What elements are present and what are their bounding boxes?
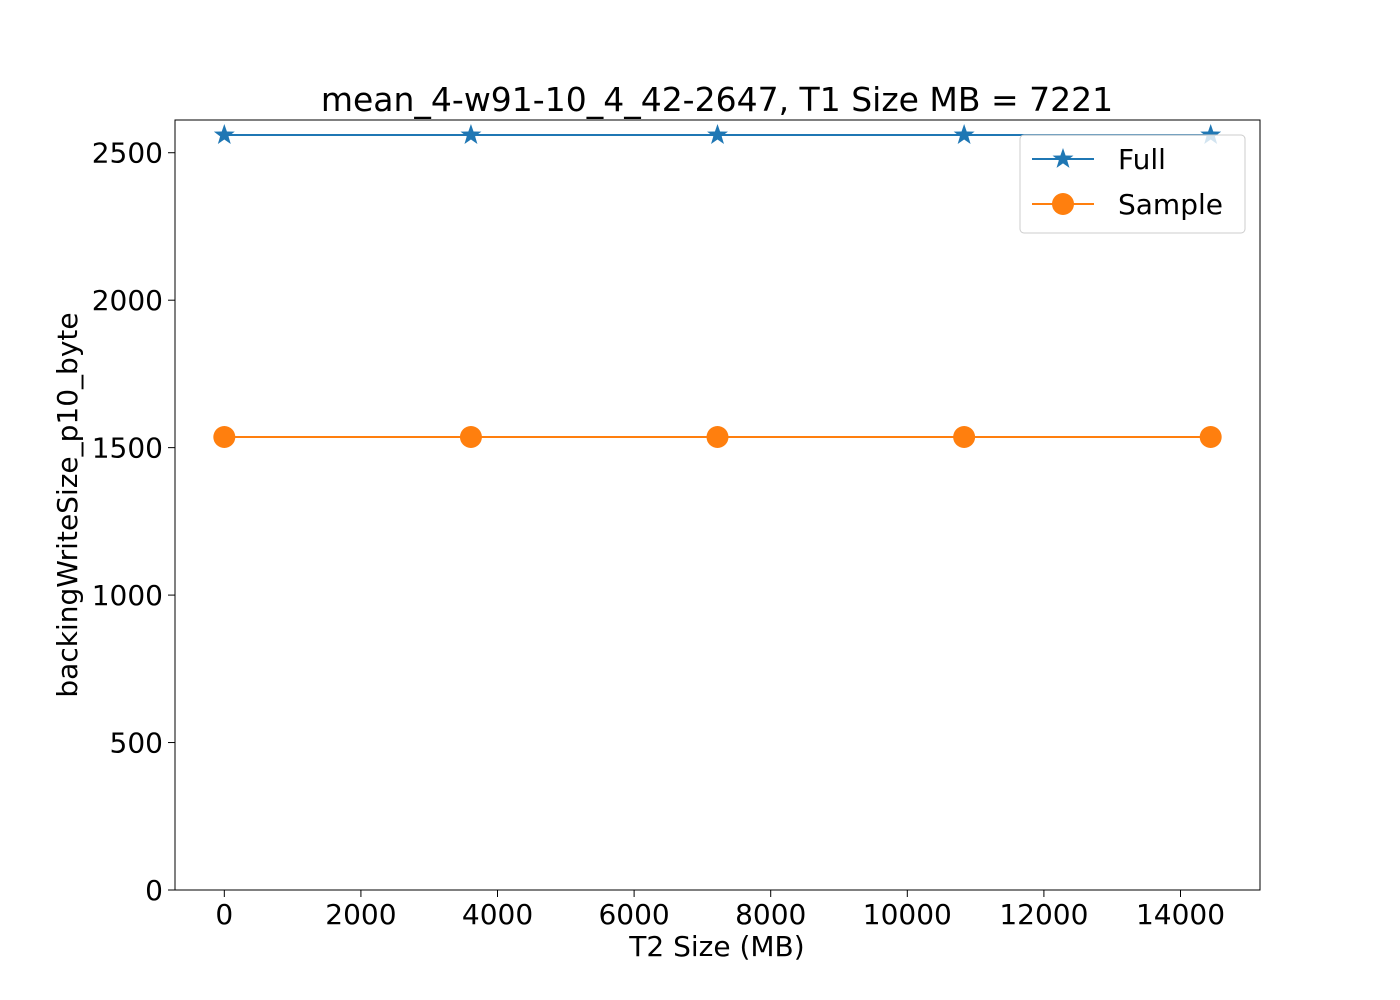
chart-title: mean_4-w91-10_4_42-2647, T1 Size MB = 72… — [321, 80, 1113, 119]
x-tick-label: 0 — [215, 898, 233, 931]
x-tick-label: 10000 — [863, 898, 952, 931]
y-axis-label: backingWriteSize_p10_byte — [51, 312, 84, 697]
y-tick-label: 0 — [145, 874, 163, 907]
data-point-full — [953, 124, 975, 144]
x-axis: 0 2000 4000 6000 8000 10000 12000 14000 — [215, 890, 1225, 931]
legend-swatch-full-star-icon — [1052, 148, 1074, 168]
y-axis: 0 500 1000 1500 2000 2500 — [92, 137, 175, 907]
legend-swatch-sample-circle-icon — [1052, 193, 1074, 215]
data-point-full — [1200, 124, 1222, 144]
plot-frame — [174, 119, 1261, 891]
data-point-sample — [953, 426, 976, 449]
legend-label-full: Full — [1118, 143, 1166, 176]
data-point-sample — [213, 426, 236, 449]
y-tick-label: 1000 — [92, 579, 163, 612]
data-point-full — [213, 124, 235, 144]
y-tick-label: 500 — [110, 727, 163, 760]
x-axis-label: T2 Size (MB) — [628, 930, 804, 963]
legend-label-sample: Sample — [1118, 188, 1223, 221]
data-point-full — [460, 124, 482, 144]
x-tick-label: 14000 — [1136, 898, 1225, 931]
data-point-sample — [459, 426, 482, 449]
data-point-sample — [1199, 426, 1222, 449]
y-tick-label: 2500 — [92, 137, 163, 170]
x-tick-label: 8000 — [735, 898, 806, 931]
x-tick-label: 12000 — [999, 898, 1088, 931]
x-tick-label: 6000 — [598, 898, 669, 931]
x-tick-label: 2000 — [325, 898, 396, 931]
series-sample — [213, 426, 1222, 449]
data-point-sample — [706, 426, 729, 449]
legend: Full Sample — [1019, 134, 1246, 234]
y-tick-label: 2000 — [92, 284, 163, 317]
y-tick-label: 1500 — [92, 432, 163, 465]
plot-area — [174, 119, 1261, 891]
data-point-full — [707, 124, 728, 144]
x-tick-label: 4000 — [462, 898, 533, 931]
